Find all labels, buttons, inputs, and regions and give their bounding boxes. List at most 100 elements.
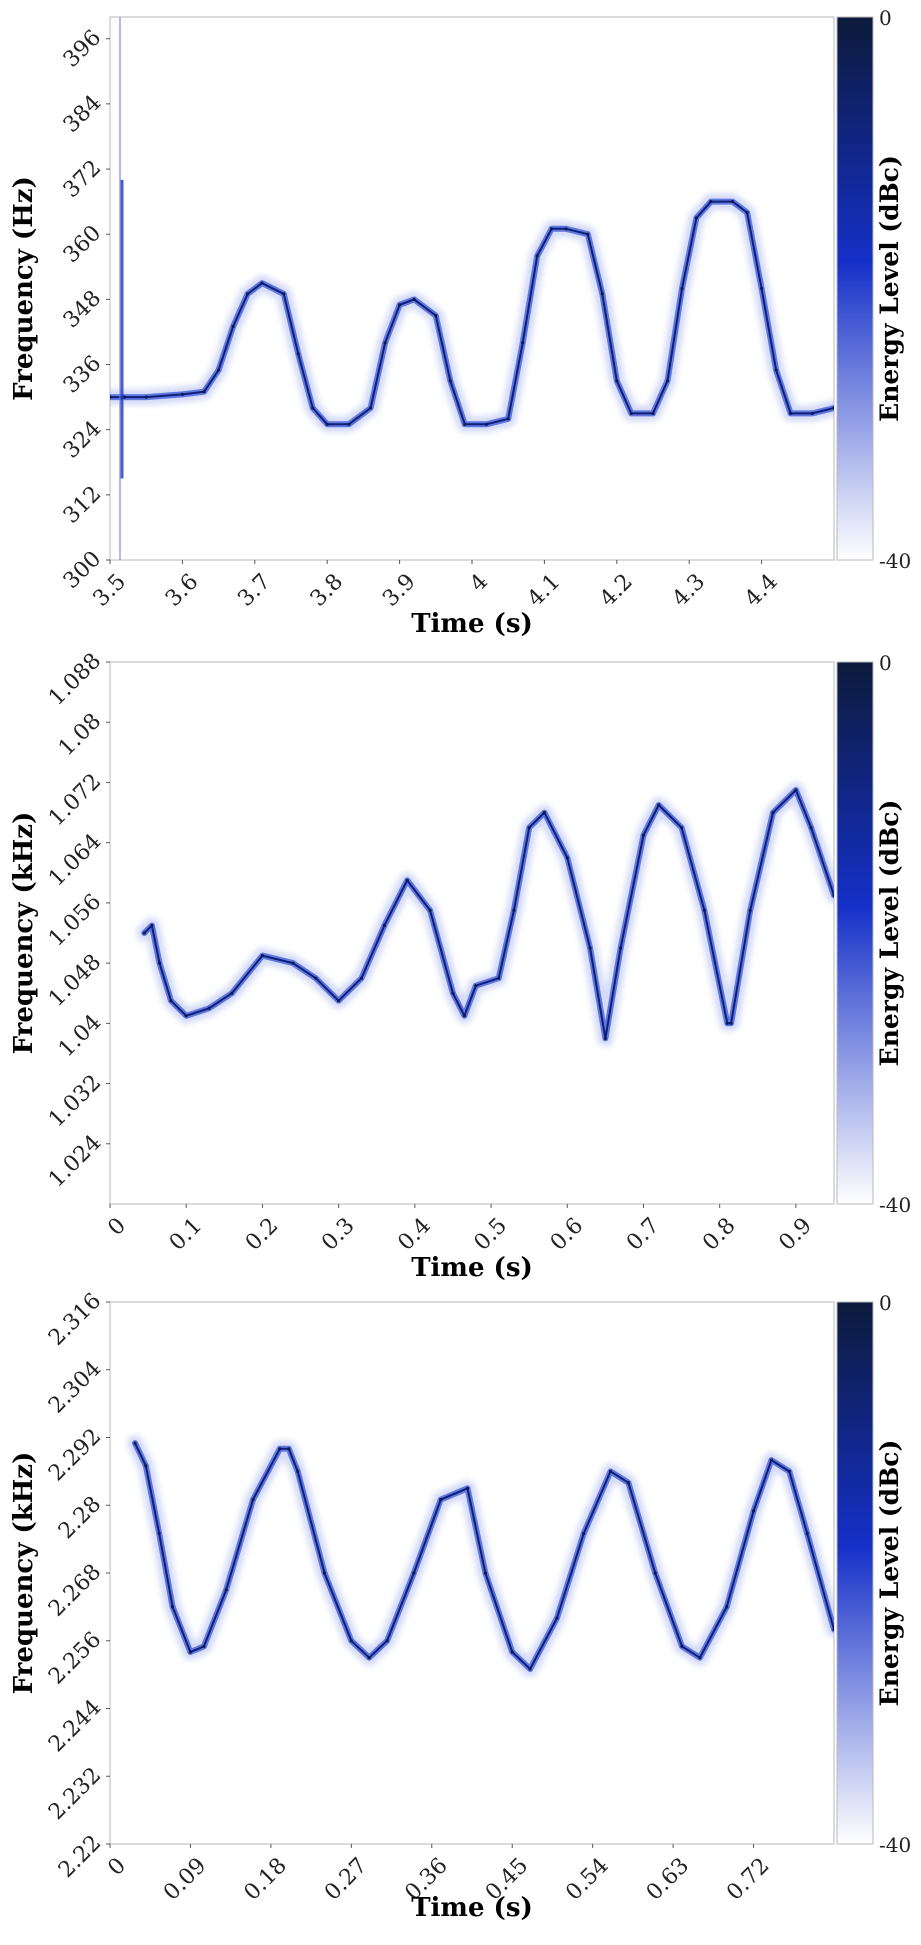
x-tick-label: 0.09	[159, 1853, 211, 1905]
data-point	[745, 210, 749, 215]
y-tick-label: 2.292	[44, 1424, 106, 1486]
data-point	[322, 1571, 327, 1575]
data-point	[311, 406, 315, 410]
colorbar-title: Energy Level (dBc)	[875, 1440, 904, 1707]
y-tick-label: 2.232	[44, 1763, 106, 1825]
data-point	[698, 1656, 702, 1660]
y-tick-label: 1.032	[44, 1070, 106, 1132]
y-tick-label: 1.024	[44, 1130, 106, 1192]
x-tick-label: 3.8	[306, 569, 348, 611]
y-tick-label: 324	[59, 416, 106, 463]
colorbar-min-label: -40	[879, 1833, 911, 1857]
x-tick-label: 0	[103, 1853, 131, 1881]
y-tick-label: 2.28	[54, 1492, 106, 1544]
x-tick-label: 0.6	[546, 1213, 588, 1255]
data-point	[483, 1571, 487, 1575]
data-point	[325, 422, 329, 426]
data-point	[122, 395, 127, 399]
x-tick-label: 0.2	[241, 1213, 283, 1255]
data-point	[287, 1447, 291, 1451]
plot-area	[109, 1301, 835, 1845]
colorbar	[836, 1301, 874, 1845]
colorbar	[836, 16, 874, 561]
data-point	[188, 1650, 192, 1654]
data-point	[680, 1644, 684, 1648]
data-point	[246, 292, 250, 296]
data-point	[535, 254, 539, 258]
x-tick-label: 0.4	[393, 1213, 435, 1255]
y-axis-title: Frequency (kHz)	[9, 812, 39, 1055]
y-tick-label: 384	[59, 90, 106, 137]
y-tick-label: 1.08	[54, 709, 106, 761]
y-tick-label: 1.088	[44, 649, 106, 711]
data-point	[774, 368, 778, 372]
data-point	[462, 1014, 466, 1018]
data-point	[202, 390, 206, 394]
x-tick-label: 0.9	[774, 1213, 816, 1255]
colorbar-max-label: 0	[879, 6, 892, 30]
colorbar-min-label: -40	[879, 549, 911, 573]
data-point	[278, 1447, 282, 1451]
data-point	[629, 411, 633, 415]
plot-area	[109, 16, 835, 561]
data-point	[383, 341, 387, 345]
x-tick-label: 0.7	[622, 1213, 664, 1255]
data-point	[296, 352, 300, 356]
x-tick-label: 4	[465, 569, 493, 597]
y-tick-label: 2.268	[44, 1560, 106, 1622]
data-point	[603, 1036, 608, 1040]
y-tick-label: 372	[59, 156, 106, 203]
data-point	[657, 803, 661, 807]
data-point	[497, 976, 501, 980]
data-point	[359, 976, 364, 980]
data-point	[144, 1464, 148, 1468]
x-axis-title: Time (s)	[411, 1253, 533, 1283]
data-point	[528, 1667, 532, 1671]
trace-group	[110, 17, 834, 560]
x-tick-label: 0.1	[165, 1213, 207, 1255]
data-point	[405, 878, 409, 882]
data-point	[465, 1486, 470, 1490]
data-point	[484, 422, 489, 426]
x-tick-label: 3.9	[378, 569, 420, 611]
data-point	[787, 1469, 791, 1473]
x-tick-label: 0.3	[317, 1213, 359, 1255]
x-axis-title: Time (s)	[411, 1893, 533, 1923]
y-tick-label: 1.048	[44, 950, 106, 1012]
data-point	[510, 1650, 514, 1654]
trace-group	[136, 782, 834, 1047]
data-point	[439, 1498, 443, 1502]
x-tick-label: 0	[103, 1213, 131, 1241]
data-point	[608, 1469, 613, 1473]
x-tick-label: 3.5	[89, 569, 131, 611]
data-point	[451, 991, 455, 995]
data-point	[619, 946, 623, 950]
data-point	[586, 232, 590, 236]
data-point	[582, 1531, 586, 1536]
data-point	[752, 1509, 756, 1513]
x-tick-label: 4.2	[595, 569, 637, 611]
colorbar-title: Energy Level (dBc)	[875, 800, 904, 1067]
data-point	[626, 1481, 631, 1485]
data-point	[651, 411, 655, 415]
data-point	[110, 395, 112, 399]
data-point	[463, 422, 467, 426]
data-point	[564, 227, 568, 231]
y-tick-label: 336	[59, 351, 106, 398]
x-tick-label: 3.7	[233, 569, 275, 611]
x-tick-label: 0.54	[561, 1853, 613, 1905]
colorbar	[836, 661, 874, 1205]
data-point	[169, 999, 173, 1003]
data-point	[282, 292, 286, 296]
y-tick-label: 1.072	[44, 769, 106, 831]
data-point	[565, 856, 569, 860]
data-point	[369, 406, 373, 410]
y-tick-label: 1.056	[44, 889, 106, 951]
y-tick-label: 360	[59, 221, 106, 268]
data-point	[680, 286, 684, 291]
x-tick-label: 0.18	[240, 1853, 292, 1905]
data-point	[367, 1656, 371, 1660]
